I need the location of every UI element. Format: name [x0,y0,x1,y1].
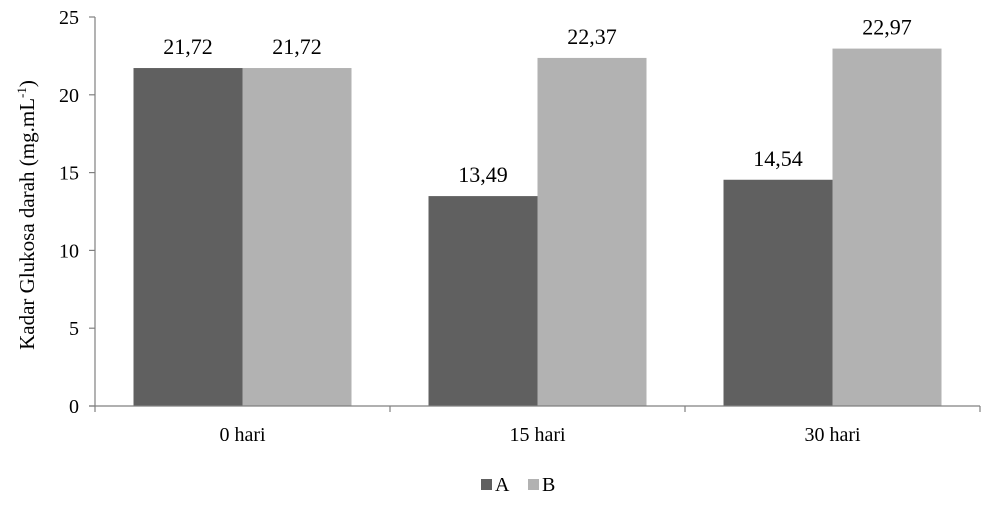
y-axis-title-group: Kadar Glukosa darah (mg.mL-1) [14,80,39,350]
legend-swatch-a [481,479,492,490]
bar-b [242,68,352,406]
y-axis-title-main: Kadar Glukosa darah (mg.mL [15,98,39,350]
legend-label-b: B [542,474,555,496]
data-label: 14,54 [753,146,803,171]
legend-swatch-b [528,479,539,490]
y-tick-label: 25 [59,7,79,29]
data-labels: 21,72 21,72 13,49 22,37 14,54 22,97 [163,15,912,188]
y-tick-label: 10 [59,240,79,262]
bar-b [832,48,942,407]
legend-label-a: A [495,474,510,496]
data-label: 21,72 [272,34,322,59]
x-tick-label: 15 hari [509,424,566,446]
x-tick-label: 0 hari [219,424,266,446]
data-label: 13,49 [458,162,508,187]
y-tick-label: 0 [69,396,79,418]
y-axis-title-suffix: ) [15,80,39,87]
bar-a [723,179,833,406]
y-tick-label: 15 [59,163,79,185]
bar-a [133,68,243,406]
y-tick-label: 20 [59,85,79,107]
x-axis-ticks: 0 hari 15 hari 30 hari [94,406,981,446]
bars [133,48,942,407]
y-axis-title: Kadar Glukosa darah (mg.mL-1) [14,80,39,350]
bar-a [428,196,538,406]
y-tick-label: 5 [69,318,79,340]
x-tick-label: 30 hari [804,424,861,446]
y-axis-title-superscript: -1 [14,87,29,98]
data-label: 21,72 [163,34,213,59]
data-label: 22,37 [567,24,617,49]
data-label: 22,97 [862,15,912,40]
bar-b [537,57,647,407]
y-axis-ticks: 0 5 10 15 20 25 [59,7,95,418]
